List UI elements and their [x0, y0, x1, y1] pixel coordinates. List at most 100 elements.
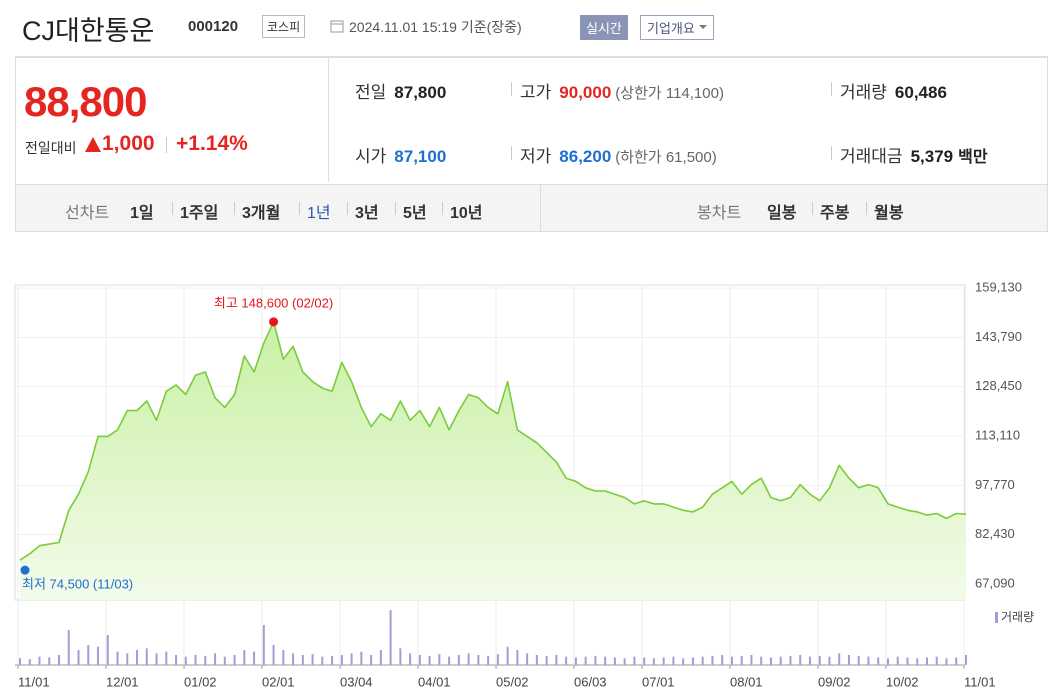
volume-bar	[779, 656, 782, 665]
tab-item[interactable]: 3개월	[242, 205, 281, 222]
volume-bar	[496, 654, 499, 665]
volume-bar	[857, 655, 860, 665]
stat-label: 시가	[355, 147, 387, 166]
volume-bar	[955, 657, 958, 665]
volume-bar	[145, 648, 148, 665]
volume-bar	[799, 655, 802, 665]
stat-sub: (상한가 114,100)	[615, 85, 724, 102]
tab-item[interactable]: 1주일	[180, 205, 219, 222]
volume-bar	[516, 650, 519, 665]
volume-bar	[691, 657, 694, 665]
volume-bar	[535, 655, 538, 665]
divider	[328, 58, 329, 182]
volume-bar	[223, 656, 226, 665]
volume-bar	[916, 658, 919, 665]
volume-bar	[262, 625, 265, 665]
volume-bar	[847, 655, 850, 665]
stock-name: CJ대한통운	[22, 16, 155, 46]
tab-item[interactable]: 일봉	[767, 205, 797, 222]
volume-bar	[155, 653, 158, 665]
volume-bar	[360, 651, 363, 665]
volume-bar	[87, 645, 90, 665]
tab-item[interactable]: 주봉	[820, 205, 850, 222]
volume-bar	[214, 653, 217, 665]
tab-item[interactable]: 1일	[130, 205, 154, 222]
x-tick-label: 12/01	[106, 674, 139, 689]
stat: 저가 86,200 (하한가 61,500)	[520, 142, 717, 167]
stat-label: 거래대금	[840, 147, 903, 166]
divider	[299, 202, 300, 215]
stat-label: 거래량	[840, 83, 887, 102]
low-label: 최저 74,500 (11/03)	[22, 577, 133, 592]
x-tick-label: 01/02	[184, 674, 217, 689]
x-tick-label: 07/01	[642, 674, 675, 689]
area-fill	[20, 321, 966, 600]
volume-bar	[350, 653, 353, 665]
y-tick-label: 128,450	[975, 378, 1022, 393]
volume-bar	[409, 653, 412, 665]
volume-bar	[58, 655, 61, 665]
volume-bar	[818, 655, 821, 665]
current-price: 88,800	[24, 78, 147, 125]
volume-bar	[935, 656, 938, 665]
tab-item[interactable]: 1년	[307, 205, 331, 222]
stat-value: 60,486	[894, 83, 947, 102]
divider	[166, 137, 167, 153]
volume-bar	[662, 657, 665, 665]
volume-bar	[467, 653, 470, 665]
volume-bar	[389, 610, 392, 665]
tab-label: 선차트	[65, 205, 110, 222]
volume-bar	[311, 654, 314, 665]
stat-label: 고가	[520, 83, 552, 102]
volume-bar	[545, 655, 548, 665]
realtime-button[interactable]: 실시간	[580, 15, 628, 40]
divider	[442, 202, 443, 215]
high-label: 최고 148,600 (02/02)	[214, 295, 333, 310]
calendar-icon	[330, 20, 344, 33]
x-tick-label: 10/02	[886, 674, 919, 689]
volume-bar	[184, 656, 187, 665]
volume-bar	[506, 646, 509, 665]
tab-item[interactable]: 5년	[403, 205, 427, 222]
timestamp: 2024.11.01 15:19 기준(장중)	[349, 19, 522, 35]
volume-bar	[613, 657, 616, 665]
volume-bar	[253, 651, 256, 665]
divider	[540, 185, 541, 231]
volume-bar	[28, 659, 31, 665]
volume-bar	[438, 654, 441, 665]
volume-bar	[565, 656, 568, 665]
volume-bar	[243, 650, 246, 665]
stat-sub: (하한가 61,500)	[615, 149, 717, 166]
tab-item[interactable]: 월봉	[874, 205, 904, 222]
volume-bar	[652, 658, 655, 665]
x-tick-label: 06/03	[574, 674, 607, 689]
volume-bar	[750, 655, 753, 665]
volume-bar	[457, 655, 460, 665]
x-tick-label: 11/01	[18, 674, 50, 689]
market-badge: 코스피	[262, 15, 306, 38]
volume-bar	[175, 655, 178, 665]
divider	[831, 82, 832, 96]
x-tick-label: 04/01	[418, 674, 451, 689]
volume-legend: 거래량	[1001, 610, 1034, 624]
tab-item[interactable]: 10년	[450, 205, 483, 222]
volume-bar	[272, 645, 275, 665]
divider	[831, 146, 832, 160]
volume-bar	[808, 656, 811, 665]
tab-bar	[15, 184, 1048, 232]
tab-item[interactable]: 3년	[355, 205, 379, 222]
volume-bar	[906, 657, 909, 665]
company-dropdown[interactable]: 기업개요	[640, 15, 714, 40]
y-tick-label: 113,110	[975, 427, 1020, 442]
volume-bar	[769, 657, 772, 665]
volume-bar	[925, 657, 928, 665]
volume-bar	[282, 650, 285, 665]
volume-bar	[204, 655, 207, 665]
stat: 전일 87,800	[355, 78, 446, 103]
divider	[511, 82, 512, 96]
volume-bar	[301, 655, 304, 665]
x-tick-label: 03/04	[340, 674, 373, 689]
y-tick-label: 82,430	[975, 526, 1015, 541]
